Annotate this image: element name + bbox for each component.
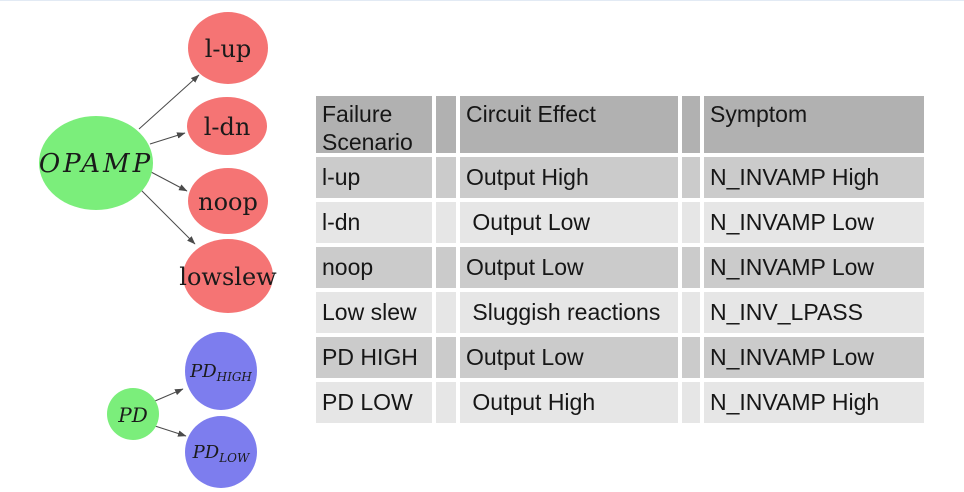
pd-node [107,388,159,440]
cell-failure-scenario: Low slew [316,292,432,333]
spacer-cell [682,247,700,288]
cell-circuit-effect: Output Low [460,247,678,288]
failure-symptom-table: Failure Scenario Circuit Effect Symptom … [316,96,924,423]
cell-failure-scenario: PD HIGH [316,337,432,378]
pd-low-node [185,416,257,488]
spacer-cell [436,337,456,378]
column-header-circuit-effect: Circuit Effect [460,96,678,153]
top-hairline [0,0,964,1]
noop-node-label: noop [198,188,258,216]
pd-high-subscript: HIGH [216,370,253,384]
spacer-cell [436,247,456,288]
noop-node [188,168,268,234]
arrow-pd-to-pd-high [154,388,184,402]
pd-high-node [185,332,257,410]
cell-circuit-effect: Output Low [460,202,678,243]
lowslew-node [183,239,273,313]
lowslew-node-label: lowslew [179,263,277,291]
header-spacer-cell [682,96,700,153]
spacer-cell [682,157,700,198]
arrow-opamp-to-l-dn [149,132,186,145]
cell-circuit-effect: Output High [460,157,678,198]
cell-symptom: N_INV_LPASS [704,292,924,333]
spacer-cell [682,292,700,333]
cell-failure-scenario: l-up [316,157,432,198]
pd-low-subscript: LOW [218,451,251,465]
arrow-pd-to-pd-low [154,425,187,437]
cell-symptom: N_INVAMP Low [704,202,924,243]
l-up-node [188,12,268,84]
cell-failure-scenario: noop [316,247,432,288]
opamp-node-label: OPAMP [39,149,153,179]
pd-low-node-label: PDLOW [192,442,251,465]
pd-high-base: PD [189,361,217,382]
failure-mode-diagram: OPAMP l-up l-dn noop lowslew PD PDHIGH P… [39,12,277,488]
l-dn-node [187,97,267,155]
cell-circuit-effect: Output Low [460,337,678,378]
column-header-symptom: Symptom [704,96,924,153]
cell-symptom: N_INVAMP Low [704,337,924,378]
cell-symptom: N_INVAMP Low [704,247,924,288]
spacer-cell [682,382,700,423]
header-spacer-cell [436,96,456,153]
opamp-node [39,116,153,210]
cell-failure-scenario: PD LOW [316,382,432,423]
cell-symptom: N_INVAMP High [704,157,924,198]
spacer-cell [436,292,456,333]
spacer-cell [682,337,700,378]
column-header-failure-scenario: Failure Scenario [316,96,432,155]
arrow-opamp-to-noop [150,171,188,192]
pd-high-node-label: PDHIGH [189,361,252,384]
cell-circuit-effect: Sluggish reactions [460,292,678,333]
pd-low-base: PD [192,442,220,463]
spacer-cell [682,202,700,243]
spacer-cell [436,202,456,243]
l-up-node-label: l-up [205,35,252,63]
cell-circuit-effect: Output High [460,382,678,423]
spacer-cell [436,382,456,423]
pd-node-label: PD [117,403,148,427]
spacer-cell [436,157,456,198]
arrow-opamp-to-l-up [138,74,200,130]
cell-failure-scenario: l-dn [316,202,432,243]
cell-symptom: N_INVAMP High [704,382,924,423]
arrow-opamp-to-lowslew [139,188,196,245]
l-dn-node-label: l-dn [204,113,251,141]
